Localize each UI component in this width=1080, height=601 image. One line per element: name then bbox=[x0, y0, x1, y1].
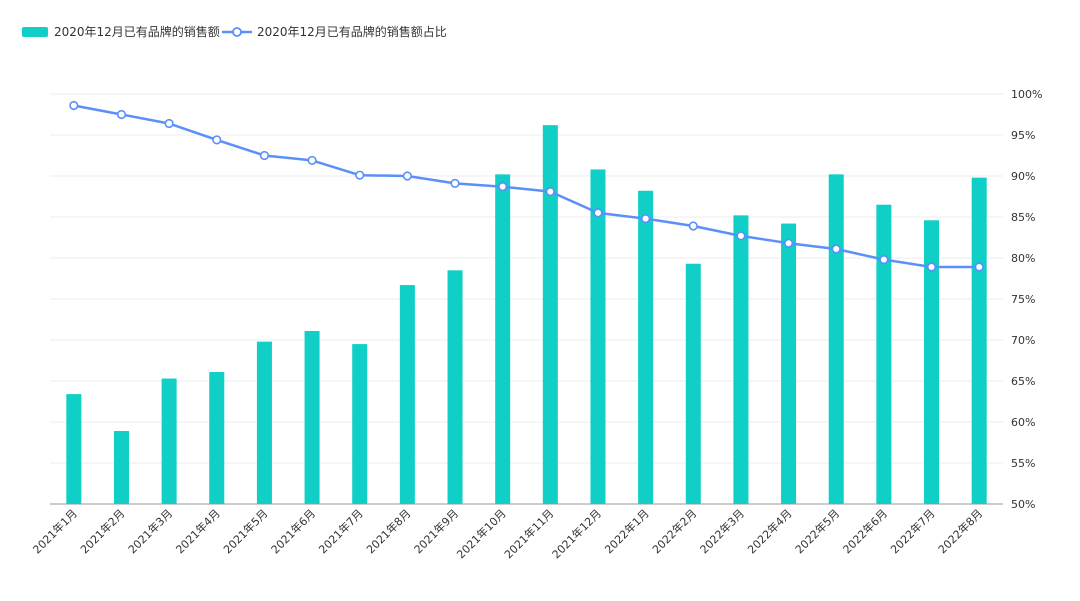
x-tick-label: 2021年5月 bbox=[220, 506, 270, 556]
x-tick-label: 2021年1月 bbox=[30, 506, 80, 556]
bar[interactable] bbox=[399, 285, 415, 504]
legend-bar-label: 2020年12月已有品牌的销售额 bbox=[54, 24, 220, 39]
line-point[interactable] bbox=[402, 171, 412, 181]
line-point[interactable] bbox=[641, 214, 651, 224]
line-point[interactable] bbox=[450, 178, 460, 188]
legend-bar-swatch bbox=[22, 27, 48, 37]
line-series bbox=[69, 100, 984, 272]
x-tick-label: 2021年4月 bbox=[173, 506, 223, 556]
line-point[interactable] bbox=[69, 100, 79, 111]
x-axis: 2021年1月2021年2月2021年3月2021年4月2021年5月2021年… bbox=[30, 503, 1003, 561]
x-tick-label: 2021年9月 bbox=[411, 506, 461, 556]
legend-item-line[interactable]: 2020年12月已有品牌的销售额占比 bbox=[222, 24, 447, 39]
bar[interactable] bbox=[971, 177, 987, 504]
grid bbox=[50, 93, 1003, 505]
line-point[interactable] bbox=[879, 255, 889, 265]
line-point[interactable] bbox=[593, 208, 603, 218]
legend-item-bar[interactable]: 2020年12月已有品牌的销售额 bbox=[22, 24, 220, 39]
y-tick-label: 75% bbox=[1011, 293, 1035, 306]
line-point[interactable] bbox=[783, 238, 794, 248]
line-point[interactable] bbox=[164, 118, 174, 129]
bar[interactable] bbox=[352, 344, 368, 504]
line-point[interactable] bbox=[926, 262, 937, 272]
line-point[interactable] bbox=[545, 186, 555, 197]
y-axis-right: 100% 95% 90% 85% 80% 75% 70% 65% 60% 55% 50% bbox=[1011, 88, 1042, 511]
y-tick-label: 50% bbox=[1011, 498, 1035, 511]
bar[interactable] bbox=[924, 220, 940, 504]
x-tick-label: 2021年8月 bbox=[363, 506, 413, 556]
bar[interactable] bbox=[304, 330, 320, 504]
x-tick-label: 2021年6月 bbox=[268, 506, 318, 556]
line-point[interactable] bbox=[974, 262, 984, 272]
line-point[interactable] bbox=[212, 135, 222, 145]
bar[interactable] bbox=[638, 190, 654, 504]
line-point[interactable] bbox=[355, 170, 365, 180]
x-tick-label: 2021年2月 bbox=[77, 506, 127, 556]
line-point[interactable] bbox=[831, 244, 841, 254]
bar[interactable] bbox=[542, 125, 558, 504]
x-tick-label: 2021年7月 bbox=[316, 506, 366, 556]
legend[interactable]: 2020年12月已有品牌的销售额 2020年12月已有品牌的销售额占比 bbox=[22, 24, 447, 39]
legend-line-label: 2020年12月已有品牌的销售额占比 bbox=[257, 24, 447, 39]
x-tick-label: 2021年12月 bbox=[549, 506, 604, 561]
line-point[interactable] bbox=[736, 231, 746, 241]
x-tick-label: 2021年3月 bbox=[125, 506, 175, 556]
bar[interactable] bbox=[447, 270, 463, 504]
x-tick-label: 2022年2月 bbox=[649, 506, 699, 556]
x-tick-label: 2022年1月 bbox=[602, 506, 652, 556]
x-tick-label: 2022年3月 bbox=[697, 506, 747, 556]
y-tick-label: 85% bbox=[1011, 211, 1035, 224]
bar[interactable] bbox=[113, 431, 129, 504]
x-tick-label: 2021年11月 bbox=[501, 506, 556, 561]
legend-line-marker bbox=[232, 27, 242, 37]
x-tick-label: 2022年7月 bbox=[887, 506, 937, 556]
bar[interactable] bbox=[66, 394, 82, 504]
bar[interactable] bbox=[781, 223, 797, 504]
bar[interactable] bbox=[161, 378, 177, 504]
y-tick-label: 95% bbox=[1011, 129, 1035, 142]
bar[interactable] bbox=[733, 215, 749, 505]
bar[interactable] bbox=[876, 204, 892, 504]
x-tick-label: 2022年4月 bbox=[744, 506, 794, 556]
bar[interactable] bbox=[590, 169, 606, 504]
bar-series bbox=[66, 125, 987, 505]
y-tick-label: 100% bbox=[1011, 88, 1042, 101]
y-tick-label: 60% bbox=[1011, 416, 1035, 429]
bar[interactable] bbox=[256, 341, 272, 504]
bar[interactable] bbox=[685, 263, 701, 504]
bar[interactable] bbox=[828, 174, 844, 505]
x-tick-label: 2022年8月 bbox=[935, 506, 985, 556]
y-tick-label: 70% bbox=[1011, 334, 1035, 347]
x-tick-label: 2021年10月 bbox=[454, 506, 509, 561]
line-point[interactable] bbox=[307, 155, 317, 166]
y-tick-label: 90% bbox=[1011, 170, 1035, 183]
line-point[interactable] bbox=[688, 221, 698, 231]
line-point[interactable] bbox=[498, 182, 508, 192]
y-tick-label: 80% bbox=[1011, 252, 1035, 265]
x-tick-label: 2022年6月 bbox=[840, 506, 890, 556]
x-tick-label: 2022年5月 bbox=[792, 506, 842, 556]
bar[interactable] bbox=[209, 371, 225, 504]
line-point[interactable] bbox=[116, 109, 127, 120]
line-point[interactable] bbox=[259, 150, 270, 161]
y-tick-label: 65% bbox=[1011, 375, 1035, 388]
line-path bbox=[73, 104, 980, 269]
bar[interactable] bbox=[495, 174, 511, 505]
y-tick-label: 55% bbox=[1011, 457, 1035, 470]
